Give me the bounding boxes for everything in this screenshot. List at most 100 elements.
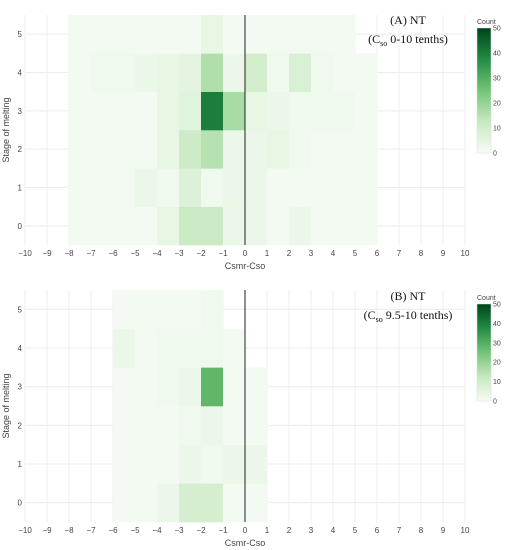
heatmap-cell [311, 130, 334, 169]
subtitle-suffix: 0-10 tenths) [387, 32, 448, 46]
x-tick-label: 3 [309, 249, 314, 258]
heatmap-cell [245, 130, 268, 169]
heatmap-cell [135, 130, 158, 169]
x-tick-labels: −10 −9 −8 −7 −6 −5 −4 −3 −2 −1 0 1 2 3 4 5 6 7 8 9 10 [18, 249, 470, 258]
heatmap-cell [179, 53, 202, 92]
y-tick-label: 3 [18, 107, 23, 116]
heatmap-cell [245, 483, 268, 523]
heatmap-cell [179, 444, 202, 484]
heatmap-cell [179, 290, 202, 329]
heatmap-cell [113, 444, 136, 484]
heatmap-cell [157, 483, 180, 523]
x-tick-label: −4 [152, 526, 162, 535]
heatmap-cell [245, 53, 268, 92]
colorbar-title: Count [477, 19, 496, 26]
heatmap-cell [201, 15, 224, 54]
heatmap-cell [289, 168, 312, 207]
heatmap-cell [267, 91, 290, 131]
heatmap-cell [135, 406, 158, 445]
heatmap-cell [179, 406, 202, 445]
x-tick-label: 9 [441, 249, 446, 258]
heatmap-cell [245, 15, 268, 54]
heatmap-cell [289, 15, 312, 54]
heatmap-cell [201, 367, 224, 407]
x-tick-label: −8 [64, 249, 74, 258]
heatmap-cell [91, 15, 114, 54]
heatmap-cell [311, 168, 334, 207]
colorbar-tick-label: 10 [493, 379, 501, 386]
heatmap-cell [333, 53, 356, 92]
x-tick-label: −3 [174, 249, 184, 258]
colorbar-title: Count [477, 295, 496, 302]
heatmap-cell [311, 206, 334, 246]
heatmap-cell [157, 406, 180, 445]
subtitle-prefix: (C [368, 32, 380, 46]
y-tick-label: 3 [18, 383, 23, 392]
heatmap-cell [91, 91, 114, 131]
heatmap-cell [245, 206, 268, 246]
y-tick-label: 2 [18, 145, 23, 154]
x-axis-label: Csmr-Cso [225, 538, 266, 548]
heatmap-cell [289, 53, 312, 92]
heatmap-cell [179, 483, 202, 523]
heatmap-cell [113, 168, 136, 207]
heatmap-cell [355, 91, 378, 131]
panel-subtitle: (Cso 9.5-10 tenths) [364, 308, 453, 324]
x-tick-label: 0 [243, 526, 248, 535]
heatmap-cell [157, 444, 180, 484]
heatmap-cell [267, 206, 290, 246]
x-tick-label: −6 [108, 526, 118, 535]
x-tick-label: 7 [397, 249, 402, 258]
colorbar: Count 0 10 20 30 40 50 [476, 295, 501, 406]
y-tick-label: 4 [18, 69, 23, 78]
heatmap-cell [69, 53, 92, 92]
x-tick-label: −1 [218, 249, 228, 258]
heatmap-cell [179, 328, 202, 368]
heatmap-cell [135, 53, 158, 92]
heatmap-cell [223, 444, 246, 484]
colorbar-tick-label: 0 [493, 151, 497, 158]
heatmap-cell [201, 444, 224, 484]
heatmap-cell [201, 206, 224, 246]
heatmap-cell [113, 206, 136, 246]
heatmap-cell [201, 406, 224, 445]
x-tick-label: 5 [353, 526, 358, 535]
subtitle-subscript: so [380, 39, 387, 48]
y-tick-label: 0 [18, 222, 23, 231]
heatmap-cell [113, 367, 136, 407]
heatmap-cell [135, 168, 158, 207]
subtitle-prefix: (C [364, 308, 376, 322]
x-tick-label: 6 [375, 249, 380, 258]
heatmap-cell [157, 168, 180, 207]
heatmap-cell [333, 15, 356, 54]
heatmap-cell [245, 168, 268, 207]
heatmap-cell [267, 168, 290, 207]
x-tick-label: −3 [174, 526, 184, 535]
x-tick-label: −9 [42, 526, 52, 535]
heatmap-cell [333, 130, 356, 169]
x-tick-label: 5 [353, 249, 358, 258]
x-tick-label: 7 [397, 526, 402, 535]
y-tick-labels: 0 1 2 3 4 5 [18, 30, 23, 231]
heatmap-cell [223, 206, 246, 246]
subtitle-suffix: 9.5-10 tenths) [383, 308, 453, 322]
heatmap-cell [245, 444, 268, 484]
panel-subtitle: (Cso 0-10 tenths) [368, 32, 448, 48]
heatmap-cell [135, 290, 158, 329]
heatmap-cell [135, 206, 158, 246]
x-tick-label: −9 [42, 249, 52, 258]
heatmap-cell [289, 130, 312, 169]
heatmap-cell [245, 367, 268, 407]
heatmap-cell [245, 406, 268, 445]
y-tick-labels: 0 1 2 3 4 5 [18, 305, 23, 507]
heatmap-cell [91, 130, 114, 169]
x-tick-label: 10 [461, 249, 470, 258]
x-tick-label: −6 [108, 249, 118, 258]
heatmap-cell [223, 130, 246, 169]
heatmap-cell [223, 328, 246, 368]
y-axis-label: Stage of melting [1, 97, 11, 162]
subtitle-subscript: so [376, 315, 383, 324]
heatmap-cell [333, 91, 356, 131]
colorbar-tick-label: 30 [493, 340, 501, 347]
x-tick-label: 4 [331, 526, 336, 535]
